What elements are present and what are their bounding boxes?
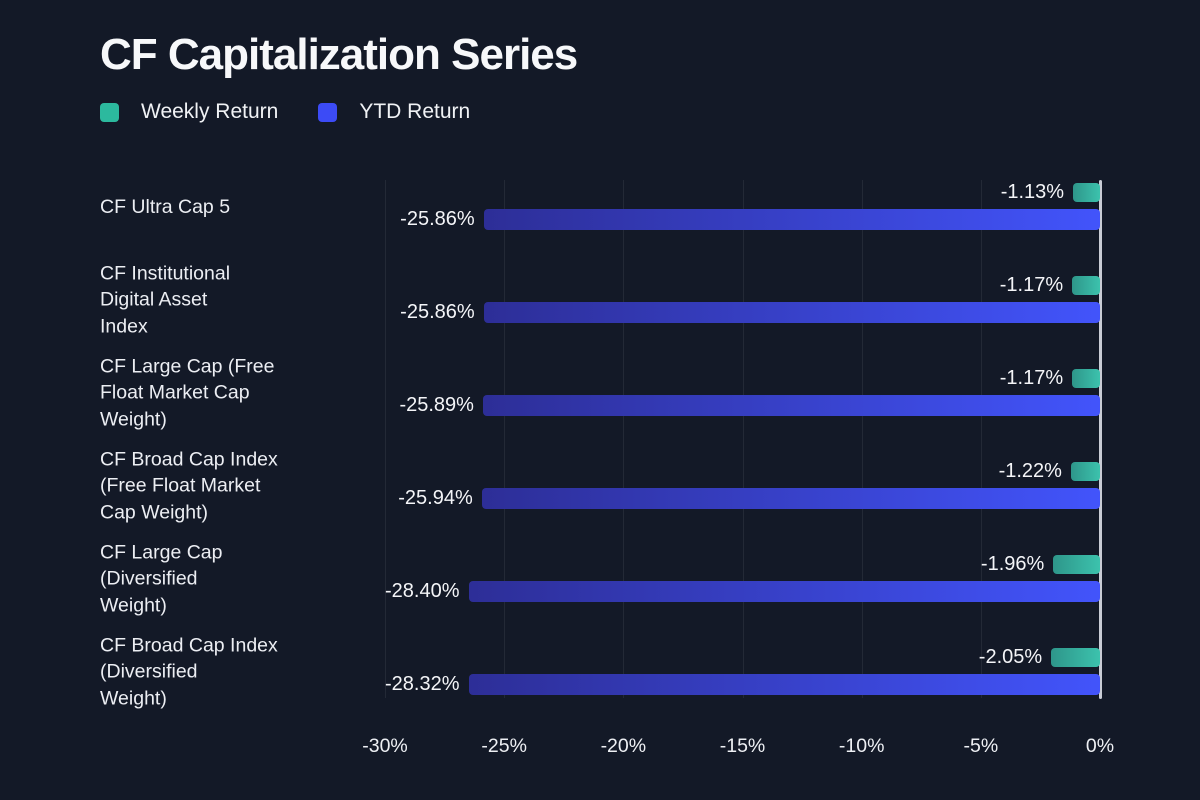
x-tick-label: -15% <box>719 735 766 757</box>
legend: Weekly Return YTD Return <box>100 100 470 124</box>
category-label-line: CF Institutional <box>100 261 231 284</box>
ytd-return-bar[interactable] <box>483 209 1100 230</box>
category-label: CF Ultra Cap 5 <box>100 193 350 220</box>
weekly-return-swatch-icon <box>100 102 119 122</box>
weekly-return-bar-line: -2.05% <box>385 646 1100 668</box>
category-label-line: CF Broad Cap Index <box>100 633 278 656</box>
bar-value-label: -1.96% <box>980 553 1045 575</box>
x-tick-label: -30% <box>362 735 408 757</box>
ytd-return-bar[interactable] <box>468 674 1100 695</box>
bar-value-label: -1.17% <box>999 367 1064 389</box>
category-label-line: CF Broad Cap Index <box>100 447 278 470</box>
ytd-return-bar[interactable] <box>482 395 1100 416</box>
category-label-line: (Diversified <box>100 660 198 683</box>
bar-value-label: -28.40% <box>385 580 460 602</box>
chart-row: CF Broad Cap Index (Free Float Market Cap … <box>0 448 1200 555</box>
weekly-return-bar-line: -1.22% <box>385 460 1100 482</box>
bar-value-label: -1.13% <box>1000 181 1065 203</box>
bar-pair: -1.17% -25.89% <box>385 367 1100 416</box>
x-tick-label: -10% <box>838 735 885 757</box>
weekly-return-bar-line: -1.96% <box>385 553 1100 575</box>
bar-value-label: -25.89% <box>399 394 474 416</box>
ytd-return-bar-line: -25.86% <box>385 301 1100 323</box>
bar-value-label: -28.32% <box>385 673 460 695</box>
ytd-return-bar-line: -28.40% <box>385 580 1100 602</box>
chart-row: CF Large Cap (Diversified Weight) -1.96% -28… <box>0 541 1200 648</box>
category-label-line: CF Large Cap <box>100 540 223 563</box>
bar-pair: -1.22% -25.94% <box>385 460 1100 509</box>
category-label-line: (Free Float Market <box>100 474 261 497</box>
weekly-return-bar[interactable] <box>1070 462 1100 481</box>
bar-value-label: -25.86% <box>400 301 475 323</box>
weekly-return-bar-line: -1.17% <box>385 367 1100 389</box>
legend-item-weekly-return[interactable]: Weekly Return <box>100 100 278 124</box>
category-label-line: Index <box>100 314 148 337</box>
weekly-return-bar[interactable] <box>1072 276 1100 295</box>
weekly-return-bar[interactable] <box>1051 648 1100 667</box>
category-label-line: Weight) <box>100 686 167 709</box>
category-label: CF Large Cap (Free Float Market Cap Weight… <box>100 353 350 433</box>
bar-value-label: -25.86% <box>400 208 475 230</box>
weekly-return-bar[interactable] <box>1073 183 1100 202</box>
category-label-line: CF Large Cap (Free <box>100 354 275 377</box>
chart-title: CF Capitalization Series <box>100 30 578 79</box>
x-tick-label: -25% <box>481 735 527 757</box>
bar-value-label: -1.22% <box>998 460 1062 482</box>
ytd-return-bar-line: -25.86% <box>385 208 1100 230</box>
bar-pair: -1.13% -25.86% <box>385 181 1100 230</box>
x-axis: -30% -25% -20% -15% -10% -5% 0% <box>362 735 1114 759</box>
ytd-return-bar-line: -28.32% <box>385 673 1100 695</box>
ytd-return-bar-line: -25.94% <box>385 487 1100 509</box>
category-label: CF Institutional Digital Asset Index <box>100 260 350 340</box>
x-tick-label: -20% <box>600 735 647 757</box>
bar-value-label: -25.94% <box>398 487 473 509</box>
bar-pair: -1.17% -25.86% <box>385 274 1100 323</box>
category-label: CF Large Cap (Diversified Weight) <box>100 539 350 619</box>
weekly-return-bar-line: -1.13% <box>385 181 1100 203</box>
category-label-line: Float Market Cap <box>100 381 250 404</box>
category-label-line: CF Ultra Cap 5 <box>100 195 231 218</box>
category-label-line: Cap Weight) <box>100 500 209 523</box>
weekly-return-bar-line: -1.17% <box>385 274 1100 296</box>
category-label-line: Weight) <box>100 593 167 616</box>
x-tick-label: -5% <box>963 735 999 757</box>
chart-row: CF Large Cap (Free Float Market Cap Weight… <box>0 355 1200 462</box>
chart-rows: CF Ultra Cap 5 -1.13% -25.86% CF Institutio… <box>0 181 1200 741</box>
chart-row: CF Broad Cap Index (Diversified Weight) -2.… <box>0 634 1200 741</box>
category-label-line: Digital Asset <box>100 288 208 311</box>
ytd-return-bar[interactable] <box>483 302 1100 323</box>
category-label: CF Broad Cap Index (Diversified Weight) <box>100 632 350 712</box>
ytd-return-bar[interactable] <box>468 581 1100 602</box>
legend-label: Weekly Return <box>141 100 279 123</box>
category-label-line: (Diversified <box>100 567 198 590</box>
bar-pair: -2.05% -28.32% <box>385 646 1100 695</box>
bar-value-label: -2.05% <box>978 646 1043 668</box>
x-tick-label: 0% <box>1085 735 1115 757</box>
chart-row: CF Ultra Cap 5 -1.13% -25.86% <box>0 181 1200 276</box>
bar-value-label: -1.17% <box>999 274 1064 296</box>
weekly-return-bar[interactable] <box>1053 555 1100 574</box>
ytd-return-swatch-icon <box>318 102 338 122</box>
legend-label: YTD Return <box>359 100 471 123</box>
ytd-return-bar-line: -25.89% <box>385 394 1100 416</box>
bar-pair: -1.96% -28.40% <box>385 553 1100 602</box>
category-label: CF Broad Cap Index (Free Float Market Cap … <box>100 446 350 526</box>
weekly-return-bar[interactable] <box>1072 369 1100 388</box>
chart-row: CF Institutional Digital Asset Index -1.17%… <box>0 262 1200 369</box>
ytd-return-bar[interactable] <box>481 488 1100 509</box>
category-label-line: Weight) <box>100 407 167 430</box>
legend-item-ytd-return[interactable]: YTD Return <box>318 100 470 124</box>
